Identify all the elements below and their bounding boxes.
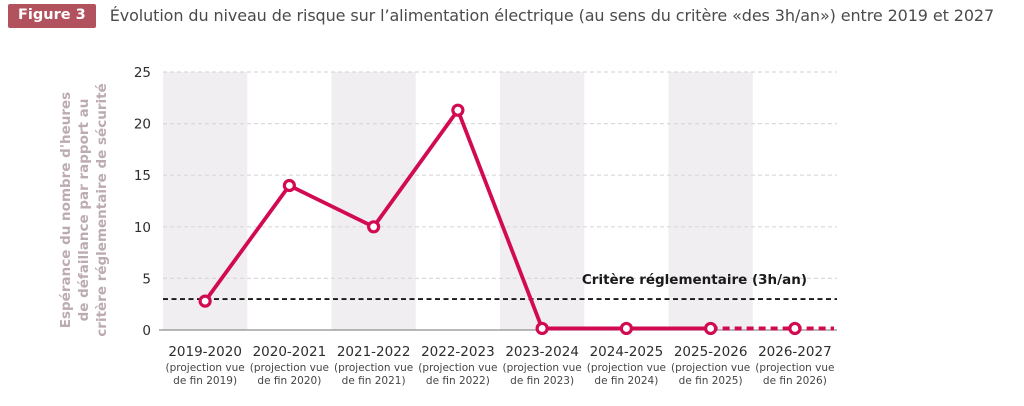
x-tick-sublabel: (projection vue (250, 362, 329, 374)
x-tick-sublabel: de fin 2021) (342, 375, 406, 387)
criterion-label: Critère réglementaire (3h/an) (582, 272, 807, 288)
data-point-marker (198, 294, 212, 308)
x-tick-label: 2026-2027 (758, 344, 832, 360)
y-tick-label: 0 (142, 323, 151, 339)
x-tick-sublabel: de fin 2020) (257, 375, 321, 387)
x-tick-sublabel: de fin 2023) (510, 375, 574, 387)
x-tick-label: 2019-2020 (168, 344, 242, 360)
figure-title: Évolution du niveau de risque sur l’alim… (109, 6, 995, 25)
x-tick-label: 2022-2023 (421, 344, 495, 360)
plot-band (163, 72, 248, 330)
y-tick-label: 10 (134, 220, 151, 236)
series-line-solid (203, 108, 711, 331)
data-point-marker (619, 321, 633, 336)
x-tick-sublabel: de fin 2019) (173, 375, 237, 387)
x-tick-sublabel: de fin 2022) (426, 375, 490, 387)
figure-badge: Figure 3 (8, 4, 96, 28)
x-tick-sublabel: de fin 2026) (763, 375, 827, 387)
x-tick-sublabel: (projection vue (755, 362, 834, 374)
x-tick-label: 2021-2022 (337, 344, 411, 360)
x-tick-sublabel: (projection vue (334, 362, 413, 374)
x-tick-sublabel: de fin 2025) (679, 375, 743, 387)
data-point-marker (282, 178, 296, 193)
x-tick-label: 2023-2024 (505, 344, 579, 360)
data-point-marker (535, 321, 549, 336)
x-tick-sublabel: (projection vue (503, 362, 582, 374)
x-tick-sublabel: (projection vue (418, 362, 497, 374)
figure-header: Figure 3 Évolution du niveau de risque s… (8, 4, 1020, 28)
y-tick-label: 5 (142, 271, 151, 287)
x-tick-sublabel: (projection vue (587, 362, 666, 374)
plot-band (668, 72, 753, 330)
data-point-marker (704, 321, 718, 336)
y-tick-label: 15 (134, 168, 151, 184)
x-tick-label: 2024-2025 (590, 344, 664, 360)
plot-band (500, 72, 585, 330)
x-tick-label: 2020-2021 (253, 344, 327, 360)
x-tick-sublabel: (projection vue (671, 362, 750, 374)
y-tick-label: 25 (134, 65, 151, 81)
plot-band (331, 72, 416, 330)
y-tick-label: 20 (134, 117, 151, 133)
x-tick-label: 2025-2026 (674, 344, 748, 360)
x-tick-sublabel: (projection vue (166, 362, 245, 374)
data-point-marker (451, 103, 465, 117)
x-tick-sublabel: de fin 2024) (594, 375, 658, 387)
data-point-marker (788, 321, 802, 336)
data-point-marker (367, 220, 381, 234)
